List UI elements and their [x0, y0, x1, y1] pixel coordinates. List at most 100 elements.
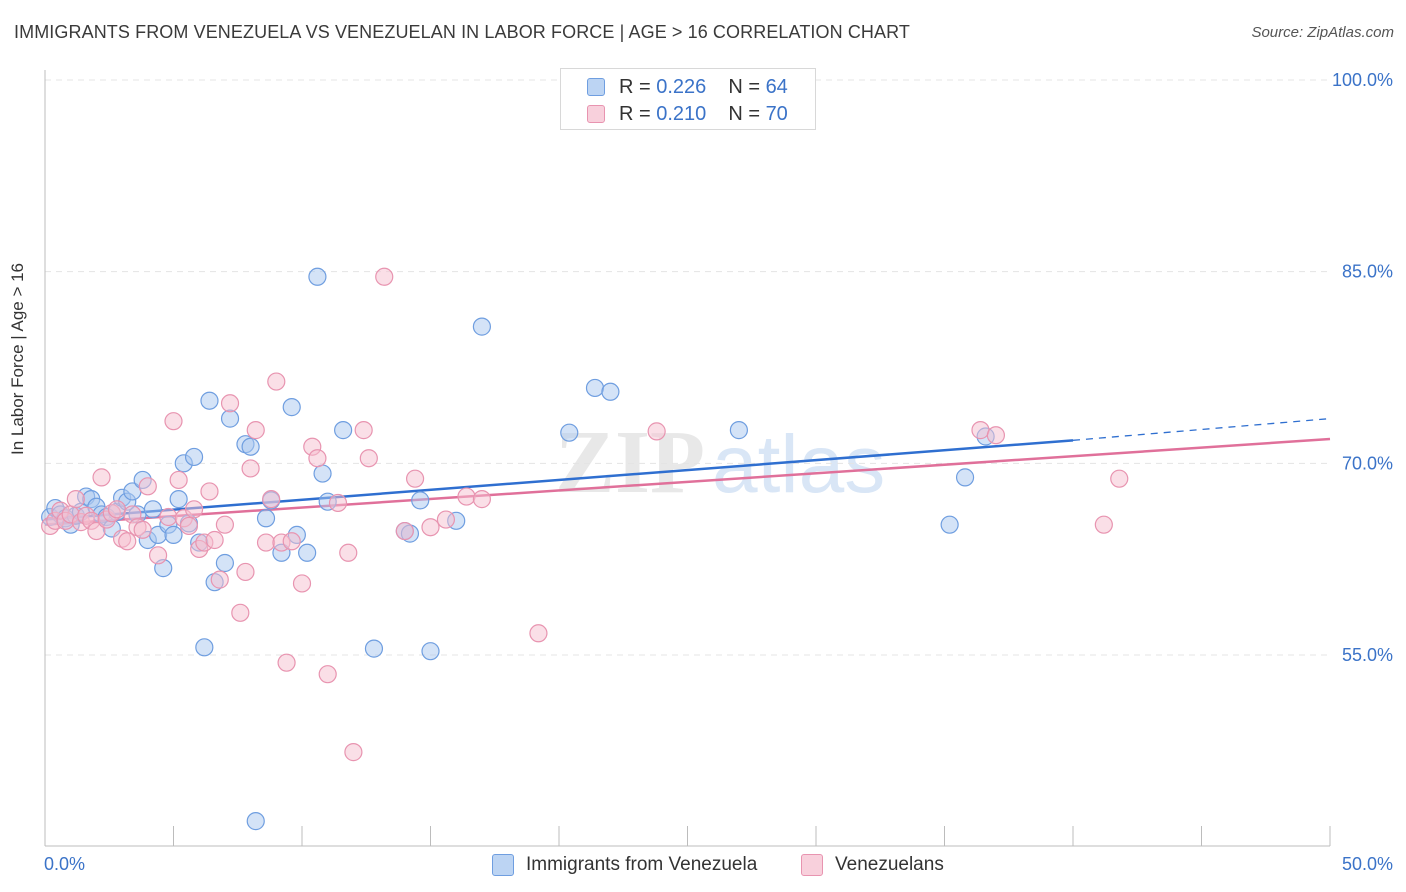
immigrants-point: [955, 468, 975, 487]
venezuelans-point: [164, 412, 183, 431]
legend-n-value: 70: [765, 102, 788, 125]
venezuelans-point: [241, 459, 260, 478]
immigrants-trend-extension: [1072, 417, 1331, 441]
immigrants-point: [308, 267, 327, 286]
venezuelans-point: [405, 469, 425, 488]
immigrants-point: [184, 447, 204, 467]
legend-n-label: N =: [728, 75, 760, 98]
immigrants-point: [143, 500, 163, 519]
immigrants-point: [195, 638, 214, 657]
venezuelans-point: [200, 482, 219, 501]
immigrants-point: [560, 423, 579, 442]
legend-r-label: R =: [619, 75, 651, 98]
venezuelans-point: [205, 530, 224, 550]
immigrants-point: [729, 421, 749, 440]
venezuelans-point: [971, 421, 990, 440]
immigrants-point: [215, 553, 234, 573]
venezuelans-point: [529, 624, 548, 643]
venezuelans-trend-line: [44, 437, 1331, 526]
immigrants-point: [940, 515, 959, 534]
watermark: ZIP atlas: [555, 413, 885, 512]
venezuelans-point: [308, 449, 327, 468]
venezuelans-point: [986, 426, 1006, 445]
venezuelans-point: [169, 470, 188, 490]
immigrants-trend-line: [44, 439, 1074, 521]
immigrants-point: [282, 398, 301, 417]
immigrants-point: [585, 378, 605, 398]
legend-r-label: R =: [619, 102, 651, 125]
source-label: Source: ZipAtlas.com: [1251, 24, 1394, 41]
venezuelans-point: [87, 521, 106, 541]
watermark-zip: ZIP: [555, 413, 705, 512]
venezuelans-point: [457, 487, 476, 506]
immigrants-point: [472, 317, 491, 336]
immigrants-point: [334, 421, 353, 440]
venezuelans-point: [107, 500, 127, 519]
venezuelans-point: [262, 490, 281, 509]
legend-r-value: 0.210: [656, 102, 707, 125]
blue-swatch: [492, 854, 514, 876]
immigrants-point: [364, 639, 384, 658]
venezuelans-point: [421, 518, 440, 537]
y-tick-label: 100.0%: [1332, 70, 1393, 90]
bottom-legend-label: Venezuelans: [835, 854, 944, 875]
correlation-legend: R = 0.226 N = 64 R = 0.210 N = 70: [560, 68, 816, 130]
legend-row-venezuelans: R = 0.210 N = 70: [587, 101, 788, 127]
venezuelans-point: [1094, 515, 1113, 534]
venezuelans-point: [1110, 469, 1129, 488]
immigrants-point: [246, 812, 265, 831]
venezuelans-point: [354, 421, 373, 440]
venezuelans-point: [256, 533, 276, 552]
immigrants-point: [313, 464, 332, 483]
venezuelans-point: [344, 743, 363, 762]
x-tick-label: 50.0%: [1342, 854, 1393, 874]
immigrants-point: [411, 491, 430, 510]
y-axis-label: In Labor Force | Age > 16: [8, 262, 27, 455]
venezuelans-point: [246, 421, 265, 440]
legend-row-immigrants: R = 0.226 N = 64: [587, 74, 788, 100]
venezuelans-point: [359, 449, 378, 468]
venezuelans-point: [472, 490, 491, 509]
legend-n-value: 64: [765, 75, 788, 98]
venezuelans-point: [328, 493, 348, 513]
y-tick-label: 70.0%: [1342, 453, 1393, 473]
chart-title: IMMIGRANTS FROM VENEZUELA VS VENEZUELAN …: [14, 22, 910, 42]
y-tick-label: 85.0%: [1342, 262, 1393, 282]
venezuelans-point: [236, 562, 255, 582]
venezuelans-point: [436, 510, 456, 529]
immigrants-point: [220, 409, 240, 428]
immigrants-point: [601, 382, 620, 401]
venezuelans-point: [395, 521, 414, 541]
immigrants-point: [256, 509, 276, 528]
venezuelans-point: [66, 490, 85, 509]
legend-r-value: 0.226: [656, 75, 707, 98]
venezuelans-point: [292, 574, 312, 593]
immigrants-point: [421, 642, 440, 661]
immigrants-point: [200, 391, 219, 410]
venezuelans-point: [118, 532, 137, 551]
venezuelans-point: [184, 500, 204, 519]
venezuelans-point: [339, 543, 358, 562]
venezuelans-point: [179, 516, 199, 536]
bottom-legend-venezuelans: Venezuelans: [801, 852, 944, 878]
venezuelans-point: [318, 665, 337, 684]
venezuelans-point: [647, 422, 666, 441]
venezuelans-point: [159, 507, 178, 527]
x-tick-label: 0.0%: [44, 854, 85, 874]
pink-swatch: [801, 854, 823, 876]
venezuelans-point: [148, 546, 168, 565]
venezuelans-point: [220, 394, 240, 413]
venezuelans-point: [210, 570, 229, 589]
pink-swatch: [587, 105, 605, 123]
immigrants-point: [164, 525, 183, 544]
y-tick-label: 55.0%: [1342, 645, 1393, 665]
venezuelans-point: [282, 532, 301, 551]
venezuelans-point: [231, 603, 250, 622]
bottom-legend-immigrants: Immigrants from Venezuela: [492, 852, 757, 878]
venezuelans-point: [375, 267, 394, 286]
venezuelans-point: [138, 477, 157, 496]
immigrants-point: [169, 490, 188, 509]
venezuelans-point: [92, 468, 111, 487]
venezuelans-point: [215, 515, 234, 534]
